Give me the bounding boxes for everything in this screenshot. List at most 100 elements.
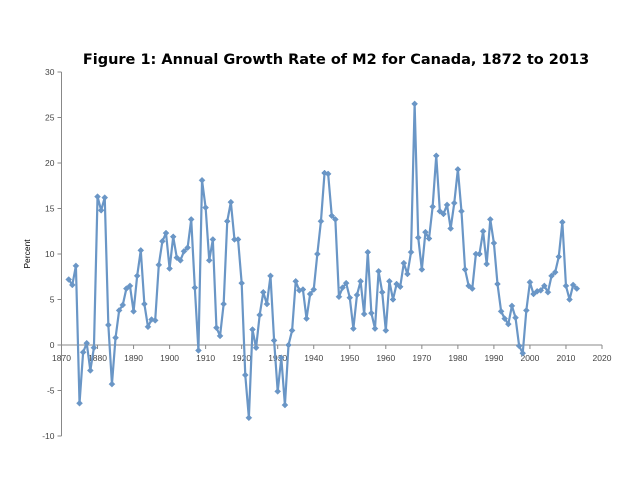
data-point <box>371 325 379 332</box>
data-point <box>310 286 318 293</box>
data-point <box>447 225 455 232</box>
data-point <box>267 272 274 280</box>
data-point <box>144 323 152 331</box>
data-point <box>245 414 253 422</box>
x-tick-label: 1900 <box>160 353 179 363</box>
data-point <box>490 239 498 247</box>
data-point <box>126 282 134 290</box>
data-point <box>119 301 127 309</box>
data-point <box>364 248 372 256</box>
data-point <box>313 250 321 258</box>
data-point <box>411 100 418 108</box>
data-point <box>94 193 101 201</box>
data-point <box>137 247 145 254</box>
x-tick-label: 2000 <box>520 353 539 363</box>
data-point <box>198 176 206 184</box>
data-point <box>274 388 282 395</box>
x-tick-label: 2010 <box>557 353 576 363</box>
data-point <box>476 250 483 258</box>
y-tick-label: 20 <box>45 158 55 168</box>
data-point <box>104 321 112 329</box>
data-point <box>331 216 339 223</box>
x-tick-label: 1960 <box>376 353 395 363</box>
data-point <box>256 311 264 319</box>
data-point <box>141 300 148 308</box>
data-point <box>65 276 73 283</box>
data-point <box>241 371 249 379</box>
y-tick-label: -5 <box>47 386 55 396</box>
data-point <box>353 291 361 299</box>
data-point <box>155 261 163 269</box>
data-point <box>303 315 310 322</box>
data-point <box>317 217 325 225</box>
y-tick-label: 5 <box>50 295 55 305</box>
x-tick-label: 1950 <box>340 353 359 363</box>
data-point <box>407 248 415 256</box>
data-point <box>350 325 357 332</box>
data-point <box>151 317 159 324</box>
data-point <box>357 277 364 285</box>
data-point <box>559 218 566 226</box>
x-tick-label: 1880 <box>88 353 107 363</box>
data-point <box>108 380 116 388</box>
data-point <box>501 315 509 322</box>
data-point <box>368 309 375 317</box>
data-point <box>450 199 458 207</box>
data-point <box>544 288 552 296</box>
y-tick-label: 0 <box>50 340 55 350</box>
y-tick-label: -10 <box>42 431 55 441</box>
data-point <box>83 339 91 347</box>
data-point <box>285 341 292 349</box>
data-point <box>562 282 570 290</box>
data-point <box>195 347 202 354</box>
data-point <box>162 229 170 237</box>
data-point <box>468 285 476 292</box>
data-point <box>566 296 573 303</box>
data-point <box>328 212 336 220</box>
data-point <box>234 236 242 243</box>
data-point <box>306 290 314 298</box>
series-line <box>67 102 578 419</box>
data-point <box>512 314 519 322</box>
data-point <box>418 266 426 273</box>
data-point <box>223 217 231 225</box>
data-point <box>324 170 332 178</box>
x-tick-label: 1920 <box>232 353 251 363</box>
data-point <box>281 401 289 409</box>
data-point <box>209 236 217 243</box>
data-point <box>483 260 491 268</box>
data-point <box>494 280 501 288</box>
data-point <box>115 307 123 314</box>
data-point <box>202 204 209 211</box>
data-point <box>133 272 141 280</box>
data-point <box>555 253 563 261</box>
x-tick-label: 1890 <box>124 353 143 363</box>
data-point <box>378 288 386 296</box>
axes <box>57 71 603 437</box>
data-point <box>79 348 87 356</box>
data-point <box>112 334 119 342</box>
data-point <box>187 216 195 223</box>
data-point <box>396 283 404 291</box>
data-point <box>342 279 350 287</box>
data-point <box>519 349 527 357</box>
data-point <box>414 234 422 241</box>
data-point <box>169 233 177 241</box>
series-m2-growth <box>65 100 581 422</box>
data-point <box>216 332 224 340</box>
data-point <box>360 310 368 318</box>
data-point <box>425 235 433 242</box>
data-point <box>76 399 83 407</box>
data-point <box>159 237 166 245</box>
data-point <box>573 285 581 292</box>
data-point <box>454 166 462 173</box>
data-point <box>382 327 390 334</box>
y-axis-label: Percent <box>22 239 32 269</box>
data-point <box>515 342 523 350</box>
data-point <box>497 307 505 315</box>
data-point <box>537 287 545 294</box>
y-tick-label: 30 <box>45 67 55 77</box>
data-point <box>90 344 98 352</box>
data-point <box>504 320 512 328</box>
data-point <box>220 300 228 308</box>
